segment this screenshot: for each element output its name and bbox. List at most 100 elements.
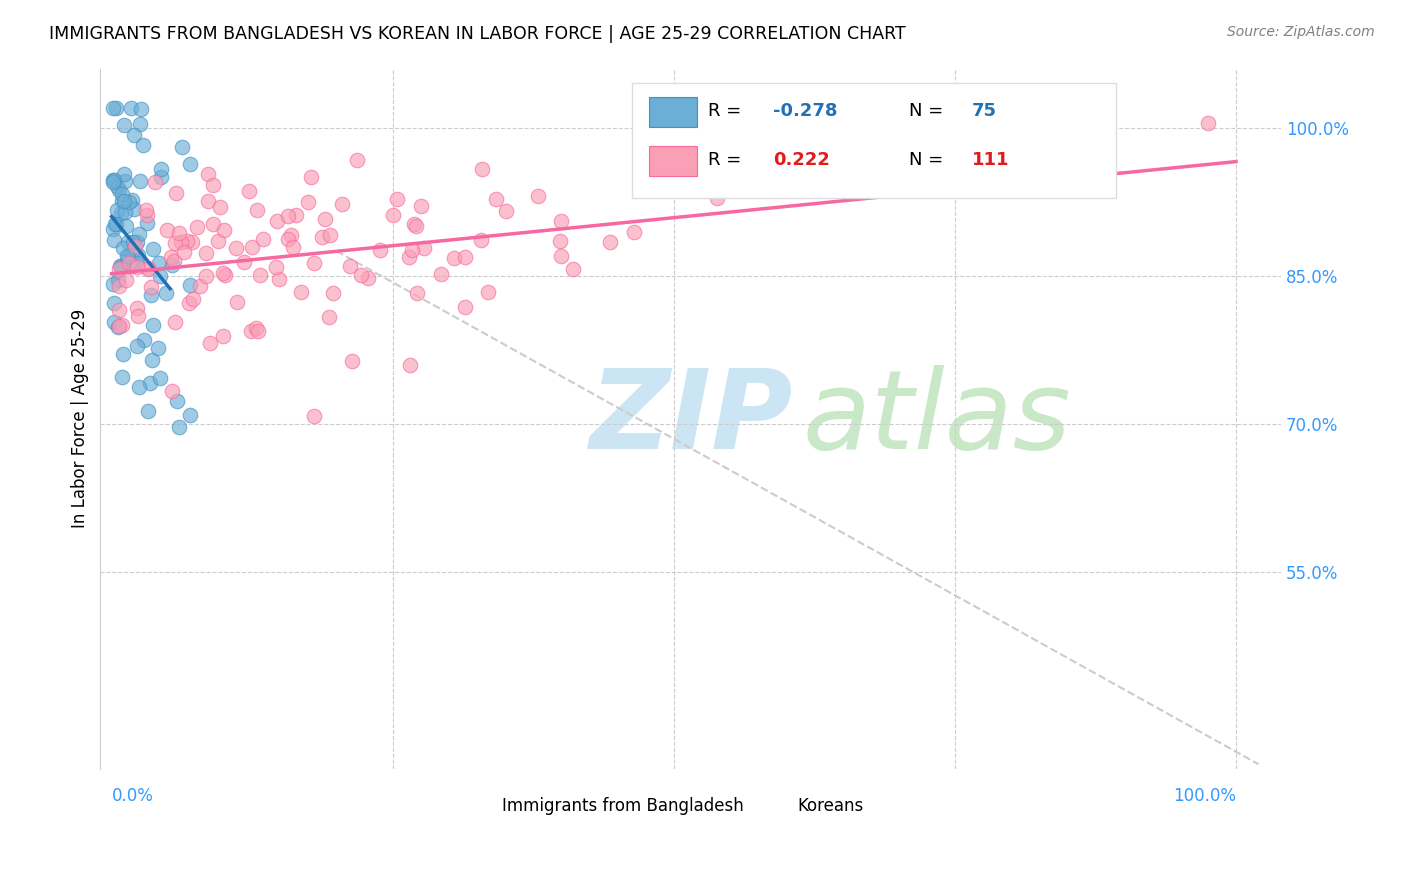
Point [342, 354, 364, 368]
Point [233, 254, 256, 268]
Point [246, 202, 269, 217]
Point [550, 249, 572, 263]
Point [104, 217, 127, 231]
Point [141, 353, 163, 368]
Point [385, 192, 408, 206]
Point [212, 266, 235, 280]
Point [122, 235, 145, 250]
Point [173, 245, 195, 260]
Point [267, 271, 290, 285]
Point [149, 268, 172, 283]
Point [128, 380, 150, 394]
Point [105, 179, 128, 194]
Point [302, 409, 325, 423]
Point [277, 232, 299, 246]
Point [238, 184, 260, 198]
Point [314, 212, 336, 227]
Text: 75: 75 [972, 103, 997, 120]
Point [318, 228, 340, 243]
Point [125, 301, 148, 315]
Point [136, 261, 159, 276]
Point [156, 223, 179, 237]
Point [495, 204, 517, 219]
Point [211, 328, 233, 343]
Point [139, 376, 162, 391]
Point [202, 217, 225, 231]
Point [103, 173, 125, 187]
Point [122, 128, 145, 142]
Text: 100.0%: 100.0% [1173, 787, 1236, 805]
Point [299, 169, 322, 184]
Point [167, 227, 190, 241]
Point [107, 183, 129, 197]
Point [160, 258, 183, 272]
Point [706, 191, 728, 205]
Point [318, 310, 340, 325]
Point [136, 404, 159, 418]
Point [114, 219, 136, 233]
Point [160, 250, 183, 264]
Point [128, 227, 150, 242]
Bar [755, 793, 789, 820]
Text: Immigrants from Bangladesh: Immigrants from Bangladesh [502, 797, 744, 815]
Point [302, 256, 325, 270]
Point [108, 318, 131, 333]
Point [142, 243, 165, 257]
Point [108, 259, 131, 273]
Point [111, 194, 134, 208]
Point [277, 210, 299, 224]
Point [155, 285, 177, 300]
Point [166, 393, 188, 408]
Point [108, 261, 131, 276]
Point [107, 273, 129, 287]
Point [405, 285, 427, 300]
Point [382, 208, 405, 222]
Point [105, 203, 128, 218]
Point [401, 243, 423, 257]
Point [135, 202, 157, 217]
Point [129, 102, 152, 116]
Bar [460, 793, 494, 820]
Point [290, 285, 312, 299]
Point [111, 260, 134, 275]
Point [111, 186, 134, 201]
Bar [650, 97, 696, 127]
Point [402, 217, 425, 231]
Point [163, 315, 186, 329]
Point [149, 161, 172, 176]
Text: R =: R = [709, 103, 748, 120]
Point [112, 119, 135, 133]
Point [311, 230, 333, 244]
Point [110, 205, 132, 219]
Point [398, 250, 420, 264]
Text: R =: R = [709, 152, 748, 169]
Point [129, 174, 152, 188]
Point [111, 347, 134, 361]
Point [548, 234, 571, 248]
Y-axis label: In Labor Force | Age 25-29: In Labor Force | Age 25-29 [72, 310, 89, 528]
Point [118, 256, 141, 270]
Point [599, 235, 621, 250]
Point [146, 342, 169, 356]
Text: 0.222: 0.222 [773, 152, 830, 169]
Point [117, 250, 139, 264]
Point [179, 296, 201, 310]
Point [127, 256, 149, 270]
Point [186, 219, 208, 234]
Point [242, 240, 264, 254]
Point [443, 252, 465, 266]
Point [322, 286, 344, 301]
Point [148, 256, 170, 270]
Point [105, 101, 128, 115]
Point [245, 320, 267, 334]
Point [194, 268, 217, 283]
Point [117, 249, 139, 263]
Point [179, 408, 201, 422]
Point [266, 260, 288, 274]
Point [202, 178, 225, 192]
Text: Source: ZipAtlas.com: Source: ZipAtlas.com [1227, 25, 1375, 39]
Point [143, 175, 166, 189]
Point [197, 194, 219, 208]
Point [150, 169, 173, 184]
Point [399, 358, 422, 372]
